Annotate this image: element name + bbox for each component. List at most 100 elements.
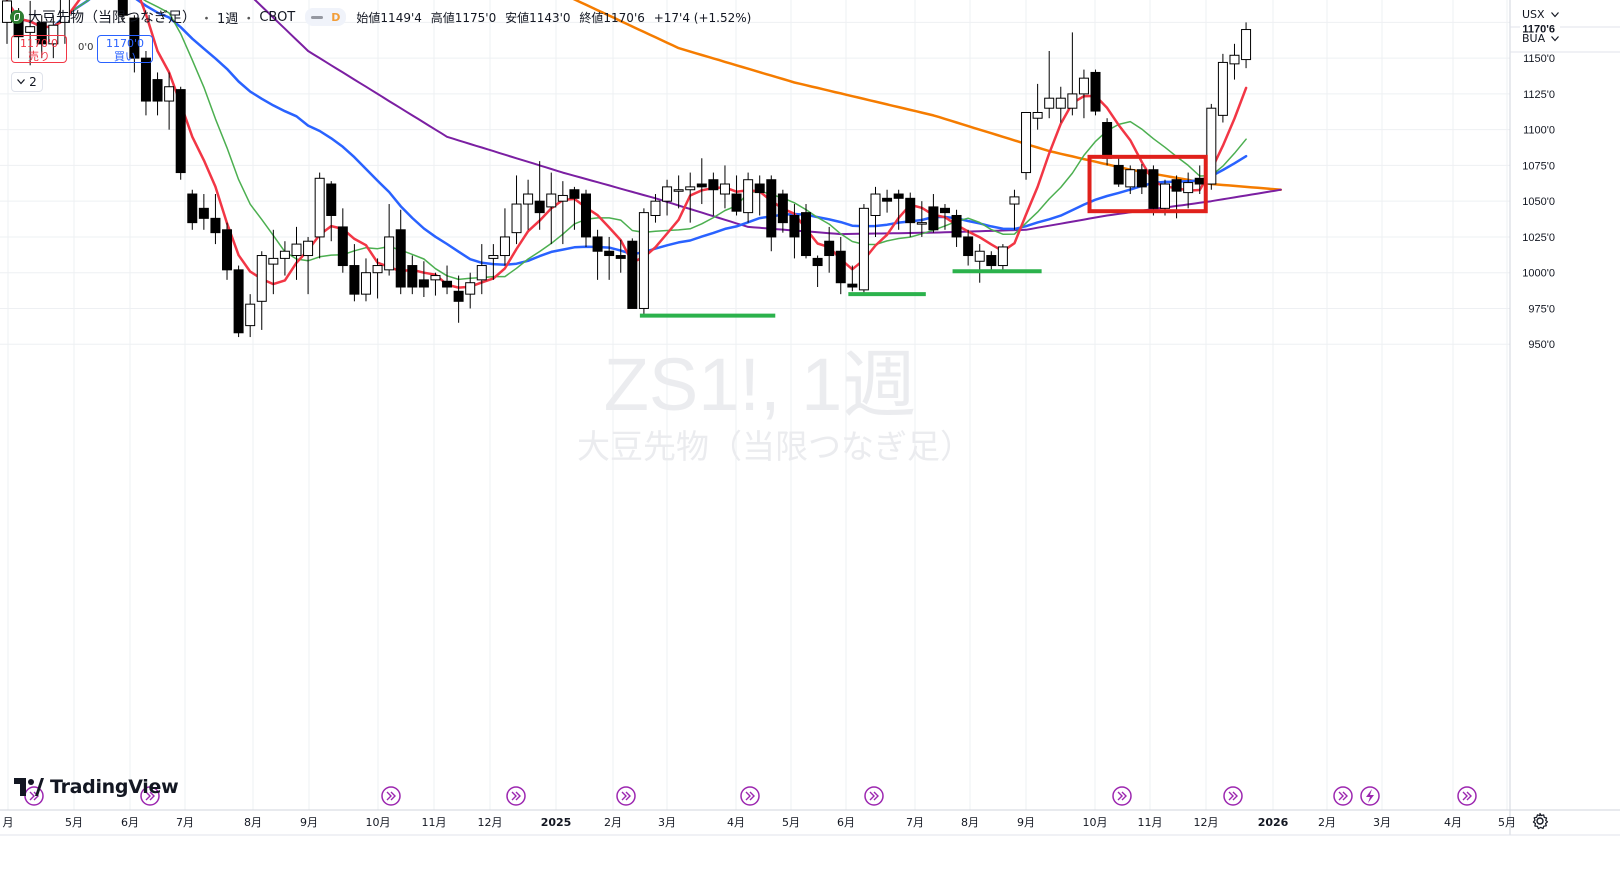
candle — [499, 208, 510, 266]
candle — [140, 50, 151, 116]
indicators-count: 2 — [29, 75, 37, 89]
currency-selector[interactable]: USX — [1522, 8, 1559, 21]
buy-button[interactable]: 1170'0 買い — [97, 35, 153, 63]
candle-body — [140, 57, 151, 102]
candle — [592, 229, 603, 280]
candle-body — [256, 255, 267, 302]
indicators-toggle[interactable]: 2 — [11, 72, 43, 92]
candle — [210, 194, 221, 245]
candle — [928, 194, 939, 233]
candle-body — [963, 236, 974, 257]
candle-body — [25, 26, 36, 33]
candle-body — [1125, 169, 1136, 188]
candle — [824, 226, 835, 273]
price-axis[interactable]: 1425'01400'01375'01350'01325'01300'01275… — [1509, 0, 1620, 873]
candle-body — [1032, 111, 1043, 119]
candle-body — [731, 193, 742, 212]
candle — [847, 265, 858, 292]
time-tick-label: 3月 — [658, 816, 676, 829]
candle — [557, 181, 568, 245]
candle-body — [627, 240, 638, 309]
candle — [442, 265, 453, 295]
candle-body — [511, 203, 522, 234]
candle — [650, 194, 661, 223]
event-icon[interactable] — [1333, 786, 1353, 806]
low-label: 安値 — [505, 10, 530, 25]
candle-body — [314, 177, 325, 238]
double-chevron-icon — [621, 791, 631, 801]
event-icon[interactable] — [1112, 786, 1132, 806]
double-chevron-icon — [1462, 791, 1472, 801]
event-icon[interactable] — [140, 786, 160, 806]
candle — [1148, 165, 1159, 216]
candle — [326, 181, 337, 242]
sell-button[interactable]: 1170'0 売り — [11, 35, 67, 63]
candle-body — [916, 222, 927, 225]
event-icon[interactable] — [506, 786, 526, 806]
event-icon[interactable] — [1223, 786, 1243, 806]
candle — [407, 255, 418, 295]
event-icon[interactable] — [381, 786, 401, 806]
candle — [314, 172, 325, 259]
soybean-icon — [10, 10, 24, 24]
highlight-rectangle[interactable] — [1087, 154, 1208, 214]
candle-body — [187, 193, 198, 224]
support-lines[interactable] — [639, 269, 1042, 318]
candle — [696, 158, 707, 205]
candle — [372, 258, 383, 299]
tradingview-logo[interactable]: TradingView — [14, 776, 179, 798]
candle-body — [928, 206, 939, 231]
time-tick-label: 月 — [3, 816, 14, 829]
moving-averages — [5, 0, 1283, 289]
candle — [1136, 163, 1147, 195]
interval-label[interactable]: 1週 — [217, 11, 239, 27]
gear-icon[interactable] — [1531, 812, 1549, 830]
candle-body — [1148, 169, 1159, 209]
time-tick-label: 6月 — [121, 816, 139, 829]
time-axis[interactable]: 月 5月 6月 7月 8月 9月 10月 11月 12月 2025 2月 3月 4月 5月 6月 7月 8月 9月… — [0, 809, 1620, 836]
event-icon[interactable] — [864, 786, 884, 806]
event-icon[interactable] — [1457, 786, 1477, 806]
close-label: 終値 — [579, 10, 604, 25]
candle — [1113, 155, 1124, 187]
candle-body — [488, 255, 499, 259]
candle-body — [835, 250, 846, 284]
candle — [279, 241, 290, 276]
candle-body — [858, 207, 869, 291]
highlight-box[interactable] — [1087, 154, 1208, 214]
double-chevron-icon — [511, 791, 521, 801]
candle-body — [673, 189, 684, 192]
price-tick-label: 1025'0 — [1522, 232, 1555, 244]
separator: ・ — [200, 11, 214, 27]
time-tick-label: 8月 — [244, 816, 262, 829]
candle — [430, 272, 441, 296]
dividend-icon[interactable] — [1360, 786, 1380, 806]
time-tick-label: 2026 — [1258, 816, 1289, 829]
candle-body — [36, 21, 47, 45]
visibility-toggle[interactable]: D — [305, 8, 347, 26]
candle-body — [951, 214, 962, 238]
candle-body — [569, 189, 580, 199]
candle-body — [360, 272, 371, 295]
candle — [685, 172, 696, 223]
event-icon[interactable] — [616, 786, 636, 806]
candle-body — [708, 179, 719, 191]
time-tick-label: 12月 — [478, 816, 503, 829]
candle-body — [268, 257, 279, 265]
candle-body — [812, 257, 823, 267]
candle — [939, 204, 950, 230]
close-value: 1170'6 — [603, 10, 645, 25]
unit-selector[interactable]: BUA — [1522, 32, 1560, 45]
candle-body — [1067, 93, 1078, 109]
candle-body — [1021, 111, 1032, 174]
double-chevron-icon — [386, 791, 396, 801]
event-icon[interactable] — [740, 786, 760, 806]
symbol-title[interactable]: 大豆先物（当限つなぎ足） — [28, 10, 196, 26]
candle-body — [777, 193, 788, 224]
lightning-icon — [1366, 789, 1374, 803]
time-tick-label: 8月 — [961, 816, 979, 829]
candle-body — [1194, 177, 1205, 185]
price-tick-label: 1150'0 — [1523, 53, 1555, 65]
